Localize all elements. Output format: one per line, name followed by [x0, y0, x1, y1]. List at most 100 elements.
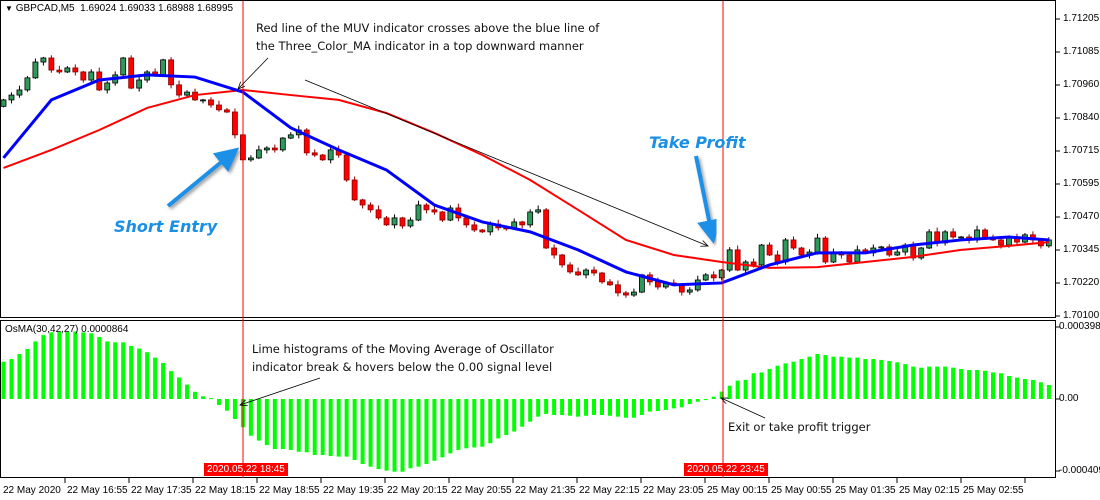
collapse-triangle-icon[interactable]: ▼ — [5, 4, 13, 13]
bear-candle — [383, 216, 390, 226]
osma-bar — [823, 355, 828, 399]
price-label: 1.70840 — [1063, 112, 1100, 123]
oscillator-label: OsMA(30,42,27) 0.0000864 — [5, 324, 129, 335]
bear-candle — [519, 220, 526, 229]
osma-bar — [647, 399, 652, 412]
osma-bar — [687, 399, 692, 405]
osma-bar — [49, 332, 54, 399]
osma-bar — [520, 399, 525, 427]
osma-bar — [25, 348, 30, 399]
bull-candle — [742, 260, 749, 274]
osc-axis-label: -0.000409 — [1059, 465, 1100, 476]
osma-bar — [328, 399, 333, 457]
bull-candle — [104, 81, 111, 94]
osma-bar — [639, 399, 644, 416]
osma-bar — [719, 391, 724, 399]
time-label: 25 May 02:15 — [899, 485, 960, 496]
bear-candle — [351, 176, 358, 201]
exit-note-arrow — [721, 398, 766, 419]
bear-candle — [471, 221, 478, 232]
osma-note-line2: indicator break & hovers below the 0.00 … — [252, 360, 553, 374]
osma-bar — [631, 399, 636, 418]
osma-bar — [544, 399, 549, 414]
bull-candle — [136, 75, 143, 92]
osma-bar — [975, 370, 980, 399]
osma-bar — [751, 373, 756, 399]
time-label: 22 May 20:15 — [387, 485, 448, 496]
osma-bar — [568, 399, 573, 416]
price-axis-ticks — [1056, 18, 1060, 317]
bear-candle — [559, 253, 565, 268]
osma-bar — [807, 356, 812, 399]
time-label: 22 May 17:35 — [131, 485, 192, 496]
osma-bar — [65, 331, 70, 399]
bull-candle — [64, 66, 71, 74]
bull-candle — [415, 200, 422, 222]
bull-candle — [686, 287, 693, 295]
osma-bar — [320, 399, 325, 455]
short-entry-arrow-icon — [166, 147, 240, 208]
bear-candle — [551, 244, 558, 259]
bear-candle — [72, 64, 79, 76]
bear-candle — [271, 144, 278, 153]
bear-candle — [367, 202, 374, 213]
bear-candle — [232, 108, 238, 139]
bear-candle — [734, 245, 741, 272]
bear-candle — [886, 244, 893, 257]
osma-bar — [161, 363, 166, 399]
price-label: 1.71085 — [1063, 46, 1100, 57]
osma-bar — [600, 399, 604, 416]
price-label: 1.70100 — [1063, 310, 1100, 321]
osma-bar — [41, 335, 46, 399]
osma-bar — [384, 399, 389, 471]
osma-bar — [33, 341, 38, 399]
osc-axis-label: 0.00 — [1059, 393, 1079, 404]
osma-bar — [232, 399, 237, 419]
osma-bar — [145, 352, 150, 399]
osma-histogram — [1, 331, 1051, 472]
price-label: 1.70220 — [1063, 277, 1100, 288]
price-label: 1.70715 — [1063, 145, 1100, 156]
oscillator-panel-border — [0, 320, 1056, 478]
osma-bar — [113, 342, 118, 399]
bull-candle — [527, 209, 534, 228]
osma-bar — [967, 370, 972, 399]
osma-bar — [304, 399, 309, 453]
bull-candle — [247, 155, 254, 162]
bear-candle — [48, 55, 55, 73]
bear-candle — [343, 153, 350, 182]
bear-candle — [303, 128, 310, 156]
osma-bar — [264, 399, 269, 446]
osma-bar — [137, 348, 142, 399]
osma-bar — [456, 399, 461, 450]
time-label: 22 May 20:55 — [451, 485, 512, 496]
osma-note: Lime histograms of the Moving Average of… — [252, 340, 554, 376]
three-color-ma-line — [2, 73, 1049, 287]
osma-bar — [177, 377, 182, 399]
time-label: 25 May 00:15 — [707, 485, 768, 496]
osma-bar — [887, 361, 892, 399]
osma-note-arrow — [240, 377, 321, 405]
osma-bar — [552, 399, 557, 416]
osma-note-line1: Lime histograms of the Moving Average of… — [252, 342, 554, 356]
osma-bar — [759, 372, 764, 399]
price-panel-border — [0, 0, 1056, 318]
bear-candle — [822, 236, 829, 264]
osma-bar — [983, 370, 988, 399]
osma-bar — [440, 399, 445, 458]
osma-bar — [352, 399, 357, 461]
bear-candle — [128, 55, 135, 90]
entry-time-marker: 2020.05.22 18:45 — [204, 463, 288, 476]
symbol-name: GBPCAD,M5 — [15, 3, 75, 14]
bear-candle — [439, 210, 446, 222]
osma-bar — [615, 399, 620, 417]
bull-candle — [0, 98, 7, 108]
osma-bar — [1030, 379, 1035, 399]
osma-bar — [392, 399, 397, 472]
osma-bar — [89, 333, 94, 399]
osma-bar — [576, 399, 581, 417]
osma-bar — [256, 399, 261, 441]
osma-bar — [863, 359, 868, 399]
osma-bar — [536, 399, 541, 417]
